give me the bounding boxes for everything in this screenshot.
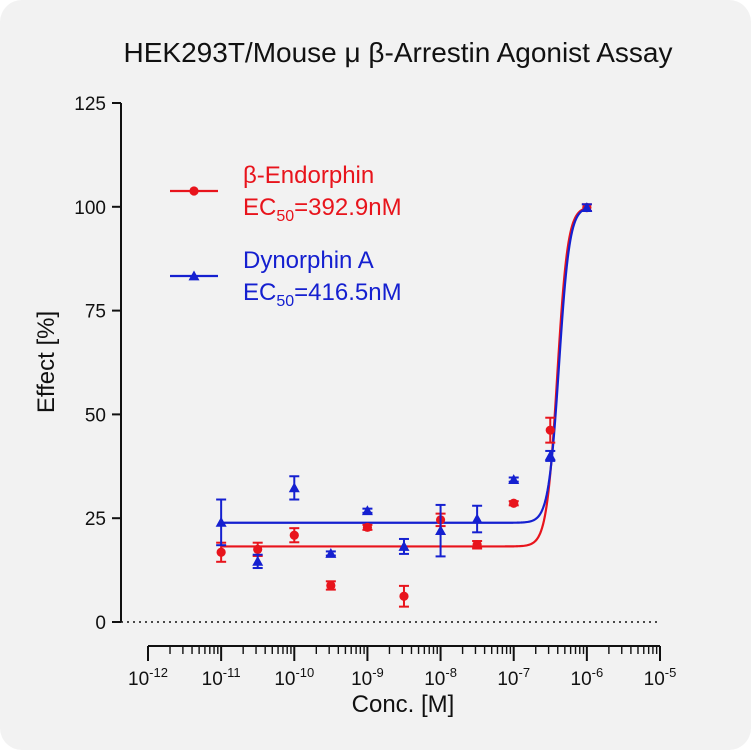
data-point bbox=[325, 547, 337, 558]
data-point bbox=[398, 537, 410, 555]
data-point bbox=[362, 522, 373, 532]
marker-triangle bbox=[252, 555, 264, 566]
x-tick-label: 10-7 bbox=[497, 665, 530, 690]
data-point bbox=[471, 504, 483, 534]
x-tick-label: 10-5 bbox=[644, 665, 677, 690]
y-tick-label: 75 bbox=[85, 302, 106, 323]
chart-title: HEK293T/Mouse μ β-Arrestin Agonist Assay bbox=[124, 37, 673, 68]
x-tick-label: 10-11 bbox=[202, 665, 241, 690]
data-point bbox=[325, 580, 336, 591]
data-point bbox=[508, 498, 519, 508]
marker-triangle bbox=[325, 547, 337, 558]
marker-triangle bbox=[215, 516, 227, 527]
legend-marker-circle bbox=[189, 186, 199, 196]
x-axis-title: Conc. [M] bbox=[352, 691, 455, 718]
y-axis-title: Effect [%] bbox=[33, 311, 60, 413]
marker-circle bbox=[509, 498, 519, 508]
data-point bbox=[215, 498, 227, 547]
data-point bbox=[581, 202, 593, 213]
x-tick-label: 10-9 bbox=[351, 665, 384, 690]
x-tick-label: 10-8 bbox=[424, 665, 457, 690]
data-point bbox=[435, 503, 447, 558]
marker-circle bbox=[253, 544, 263, 554]
legend-entry: Dynorphin A EC50=416.5nM bbox=[170, 247, 402, 310]
data-point bbox=[216, 541, 227, 563]
legend-series-name: Dynorphin A bbox=[243, 247, 374, 274]
data-points bbox=[215, 202, 593, 608]
x-tick-label: 10-10 bbox=[274, 665, 314, 690]
x-axis: 10-12 10-11 10-10 10-9 10-8 10-7 10-6 10-5 bbox=[128, 645, 677, 690]
data-point bbox=[544, 449, 556, 462]
data-point bbox=[252, 553, 264, 570]
y-tick-label: 25 bbox=[85, 509, 106, 530]
y-axis: 0 25 50 75 100 125 bbox=[74, 94, 122, 634]
y-tick-label: 100 bbox=[74, 198, 106, 219]
data-point bbox=[398, 584, 409, 608]
marker-circle bbox=[289, 530, 299, 540]
x-tick-label: 10-6 bbox=[571, 665, 604, 690]
marker-triangle bbox=[435, 525, 447, 536]
marker-triangle bbox=[288, 482, 300, 493]
y-tick-label: 0 bbox=[95, 613, 106, 634]
marker-circle bbox=[326, 580, 336, 591]
marker-circle bbox=[399, 591, 409, 601]
marker-circle bbox=[545, 425, 555, 435]
marker-circle bbox=[362, 522, 373, 532]
legend-ec50: EC50=416.5nM bbox=[243, 279, 402, 310]
fit-curve bbox=[221, 207, 588, 524]
marker-triangle bbox=[581, 202, 593, 213]
marker-triangle bbox=[471, 513, 483, 524]
y-tick-label: 125 bbox=[74, 94, 106, 115]
legend-entry: β-Endorphin EC50=392.9nM bbox=[170, 162, 402, 225]
data-point bbox=[289, 527, 300, 544]
data-point bbox=[361, 505, 373, 516]
marker-triangle bbox=[398, 540, 410, 551]
marker-triangle bbox=[544, 450, 556, 461]
marker-circle bbox=[472, 540, 482, 550]
data-point bbox=[288, 475, 300, 501]
marker-triangle bbox=[508, 474, 520, 484]
y-tick-label: 50 bbox=[85, 405, 106, 426]
legend-ec50: EC50=392.9nM bbox=[243, 194, 402, 225]
x-tick-label: 10-12 bbox=[128, 665, 168, 690]
data-point bbox=[545, 416, 556, 444]
data-point bbox=[472, 540, 483, 550]
legend-marker-triangle bbox=[188, 270, 200, 281]
marker-triangle bbox=[361, 505, 373, 516]
legend-series-name: β-Endorphin bbox=[243, 162, 374, 189]
marker-circle bbox=[216, 547, 226, 557]
legend: β-Endorphin EC50=392.9nM Dynorphin A EC50=4… bbox=[170, 162, 402, 310]
data-point bbox=[508, 474, 520, 484]
